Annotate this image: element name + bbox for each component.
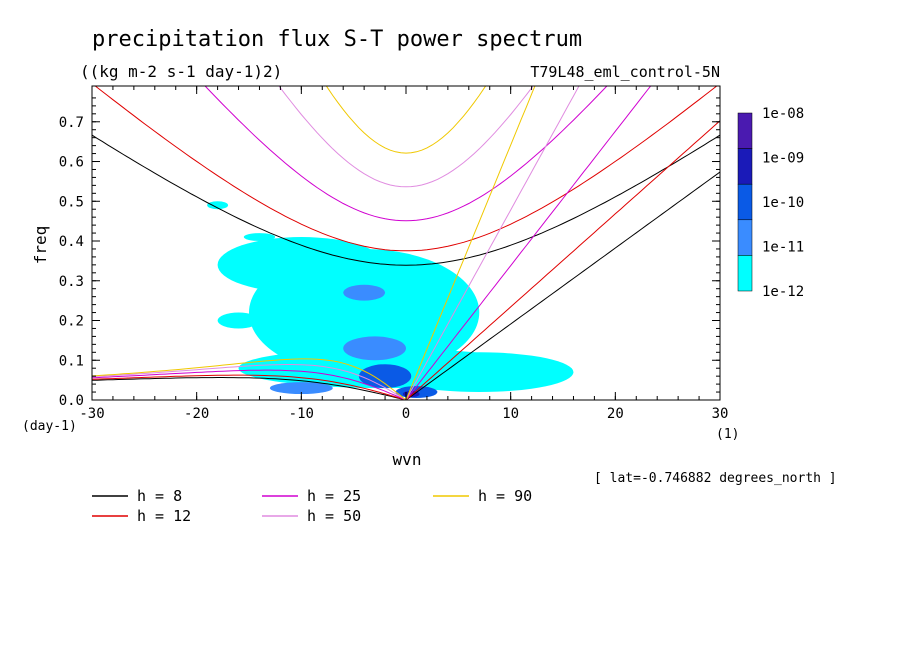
colorbar-swatch — [737, 219, 753, 256]
y-tick-label: 0.7 — [59, 115, 84, 131]
x-tick-label: -30 — [79, 406, 104, 422]
legend-label: h = 8 — [137, 487, 182, 505]
y-tick-label: 0.5 — [59, 194, 84, 210]
chart-title: precipitation flux S-T power spectrum — [92, 27, 582, 52]
y-axis-label: freq — [31, 226, 50, 265]
x-tick-label: 0 — [402, 406, 410, 422]
colorbar-label: 1e-10 — [762, 195, 804, 211]
y-tick-label: 0.0 — [59, 393, 84, 409]
colorbar-swatch — [737, 112, 753, 149]
spectrum-patch — [207, 201, 229, 210]
spectrum-patch — [385, 352, 574, 393]
dispersion-line — [92, 358, 407, 400]
legend-label: h = 12 — [137, 507, 191, 525]
legend-label: h = 90 — [478, 487, 532, 505]
dispersion-line — [92, 134, 720, 266]
x-tick-label: -10 — [289, 406, 314, 422]
experiment-label: T79L48_eml_control-5N — [530, 63, 720, 81]
colorbar-swatch — [737, 148, 753, 185]
colorbar-swatch — [737, 255, 753, 292]
spectrum-patch — [343, 284, 386, 301]
colorbar-swatch — [737, 183, 753, 221]
dispersion-line — [278, 86, 534, 188]
dispersion-line — [405, 171, 720, 400]
spectrum-patch — [217, 312, 260, 329]
x-tick-label: 10 — [502, 406, 519, 422]
dispersion-line — [325, 86, 487, 154]
dispersion-line — [405, 120, 720, 400]
y-tick-label: 0.1 — [59, 353, 84, 369]
y-unit-label: (day-1) — [22, 419, 77, 434]
latitude-footnote: [ lat=-0.746882 degrees_north ] — [594, 471, 837, 486]
spectrum-contour-fill — [207, 201, 574, 399]
x-tick-label: 30 — [712, 406, 729, 422]
x-unit-label: (1) — [716, 427, 739, 442]
y-tick-label: 0.6 — [59, 155, 84, 171]
spectrum-patch — [343, 336, 406, 361]
dispersion-curves — [92, 86, 720, 400]
spectrum-patch — [358, 364, 412, 389]
dispersion-line — [405, 86, 536, 400]
colorbar-label: 1e-08 — [762, 106, 804, 122]
x-tick-label: 20 — [607, 406, 624, 422]
dispersion-line — [94, 86, 718, 252]
colorbar-label: 1e-11 — [762, 240, 804, 256]
colorbar-label: 1e-12 — [762, 284, 804, 300]
colorbar-label: 1e-09 — [762, 151, 804, 167]
spectrum-patch — [249, 248, 480, 377]
dispersion-line — [92, 377, 407, 400]
dispersion-line — [92, 369, 407, 400]
dispersion-line — [405, 86, 580, 400]
spectrum-patch — [269, 382, 333, 395]
legend-label: h = 25 — [307, 487, 361, 505]
legend-label: h = 50 — [307, 507, 361, 525]
y-tick-label: 0.4 — [59, 234, 84, 250]
x-tick-label: -20 — [184, 406, 209, 422]
legend: h = 8 h = 12 h = 25 h = 50 h = 90 — [92, 487, 532, 525]
y-tick-label: 0.3 — [59, 274, 84, 290]
dispersion-line — [92, 364, 407, 400]
x-axis-label: wvn — [393, 450, 422, 469]
y-tick-label: 0.2 — [59, 314, 84, 330]
dispersion-line — [405, 86, 652, 400]
units-label: ((kg m-2 s-1 day-1)2) — [80, 62, 282, 81]
spectrum-patch — [243, 233, 276, 242]
dispersion-line — [92, 374, 407, 400]
axis-ticks: -30 -20 -10 0 10 20 30 0.0 0.1 0.2 0.3 0.4 0.5 0.6 0.7 — [59, 86, 729, 422]
colorbar: 1e-08 1e-09 1e-10 1e-11 1e-12 — [737, 106, 804, 300]
dispersion-line — [204, 86, 608, 222]
